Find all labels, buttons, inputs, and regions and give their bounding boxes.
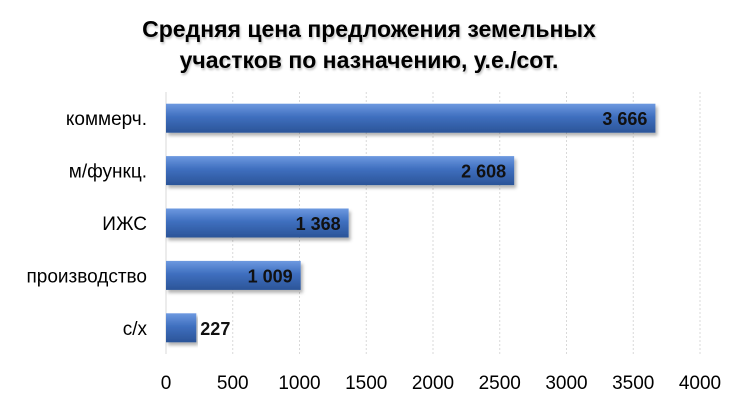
value-label: 3 666 <box>602 109 647 129</box>
bar <box>166 313 197 343</box>
category-label: м/функц. <box>69 162 147 183</box>
category-label: с/х <box>123 319 148 340</box>
bar <box>166 260 301 290</box>
x-tick-label: 500 <box>217 373 249 394</box>
value-label: 2 608 <box>461 162 506 182</box>
category-label: производство <box>26 266 147 287</box>
chart-title-line-1: Средняя цена предложения земельных <box>142 16 596 42</box>
chart-title-line-2: участков по назначению, у.е./сот. <box>179 47 559 73</box>
x-axis-tick-labels: 0 500 1000 1500 2000 2500 3000 3500 4000 <box>161 373 721 394</box>
chart-title: Средняя цена предложения земельных участ… <box>0 14 738 76</box>
value-label: 1 009 <box>248 266 293 286</box>
x-tick-label: 0 <box>161 373 172 394</box>
x-tick-label: 1000 <box>278 373 320 394</box>
value-label: 1 368 <box>296 214 341 234</box>
bars <box>166 103 656 343</box>
category-labels: коммерч. м/функц. ИЖС производство с/х <box>26 109 147 340</box>
category-label: ИЖС <box>102 214 147 235</box>
x-tick-label: 2000 <box>412 373 454 394</box>
value-labels: 3 666 2 608 1 368 1 009 227 <box>200 109 647 339</box>
x-tick-label: 2500 <box>479 373 521 394</box>
bar <box>166 103 656 133</box>
value-label: 227 <box>200 319 230 339</box>
category-label: коммерч. <box>66 109 147 130</box>
x-tick-label: 3500 <box>612 373 654 394</box>
bar <box>166 208 349 238</box>
bar <box>166 156 515 186</box>
x-tick-label: 1500 <box>345 373 387 394</box>
x-tick-label: 4000 <box>679 373 721 394</box>
x-tick-label: 3000 <box>545 373 587 394</box>
